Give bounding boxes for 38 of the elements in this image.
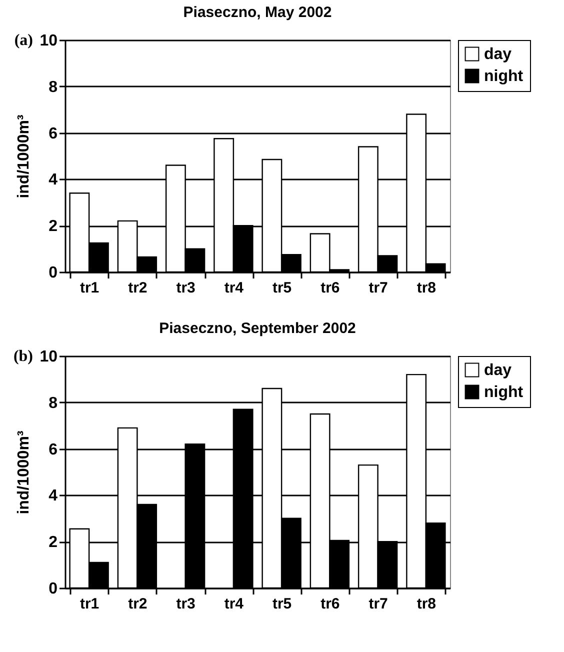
x-tick-label: tr6 xyxy=(320,280,340,296)
x-tick-label: tr1 xyxy=(80,596,100,612)
x-tick-label: tr7 xyxy=(368,596,388,612)
y-tick-label: 0 xyxy=(48,264,58,282)
y-tick-label: 10 xyxy=(40,32,58,50)
y-tick-label: 10 xyxy=(40,348,58,366)
x-tick-label: tr3 xyxy=(176,596,196,612)
y-tick-label: 8 xyxy=(48,394,58,412)
x-tick-label: tr6 xyxy=(320,596,340,612)
legend-label: day xyxy=(484,46,512,63)
x-tick-label: tr8 xyxy=(416,280,436,296)
y-tick-label: 4 xyxy=(48,172,58,189)
x-tick-label: tr2 xyxy=(128,596,148,612)
y-axis-title: ind/1000m³ xyxy=(16,114,33,198)
x-tick-label: tr1 xyxy=(80,280,100,296)
legend-label: night xyxy=(484,384,524,401)
y-tick-label: 6 xyxy=(48,441,58,458)
x-tick-label: tr5 xyxy=(272,596,292,612)
y-tick-label: 0 xyxy=(48,580,58,598)
y-tick-label: 6 xyxy=(48,125,58,142)
x-tick-label: tr7 xyxy=(368,280,388,296)
x-tick-label: tr3 xyxy=(176,280,196,296)
legend-label: day xyxy=(484,362,512,379)
x-tick-label: tr5 xyxy=(272,280,292,296)
y-axis-title: ind/1000m³ xyxy=(16,430,33,514)
x-tick-label: tr2 xyxy=(128,280,148,296)
x-tick-label: tr4 xyxy=(224,280,244,296)
legend-label: night xyxy=(484,68,524,85)
chart-title: Piaseczno, May 2002 xyxy=(183,4,332,21)
text: (a) xyxy=(14,32,33,49)
y-tick-label: 4 xyxy=(48,488,58,505)
chart-title: Piaseczno, September 2002 xyxy=(159,320,356,337)
x-tick-label: tr8 xyxy=(416,596,436,612)
x-tick-label: tr4 xyxy=(224,596,244,612)
y-tick-label: 2 xyxy=(48,218,58,236)
y-tick-label: 2 xyxy=(48,534,58,552)
y-tick-label: 8 xyxy=(48,78,58,96)
text: (b) xyxy=(13,348,33,365)
